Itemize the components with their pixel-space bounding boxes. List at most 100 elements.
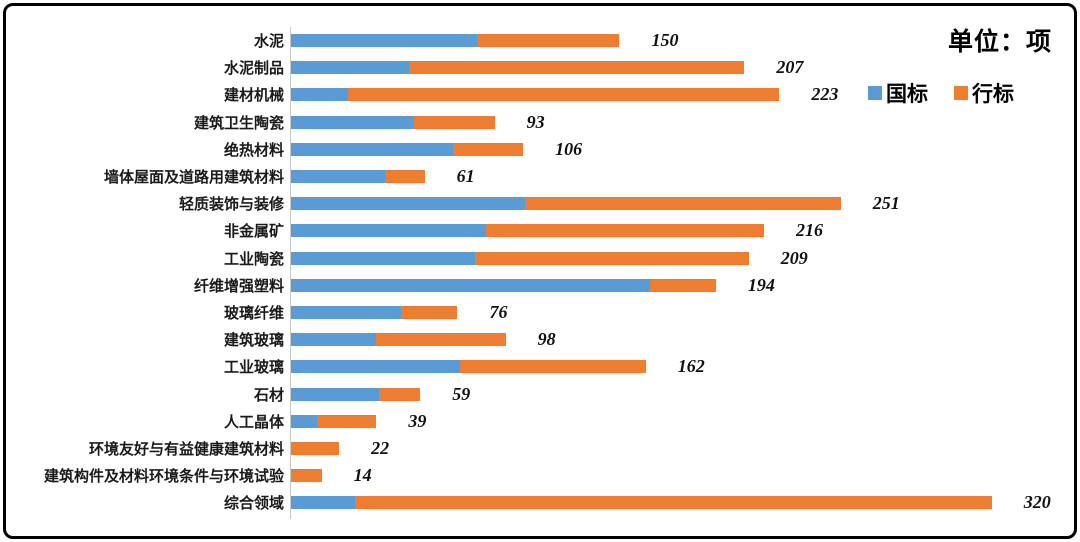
bar-track: 59 [291,384,1074,404]
bar-segment-国标 [291,333,377,347]
bar-segment-国标 [291,387,379,401]
bar-segment-行标 [385,170,425,184]
bar-segment-国标 [291,251,475,265]
table-row: 综合领域 320 [6,489,1074,516]
legend-item-国标: 国标 [868,78,928,108]
legend-item-行标: 行标 [954,78,1014,108]
table-row: 墙体屋面及道路用建筑材料 61 [6,163,1074,190]
value-label: 162 [677,356,705,377]
bar-segment-国标 [291,360,460,374]
value-label: 106 [555,138,583,159]
bar-segment-行标 [400,305,458,319]
unit-label: 单位：项 [947,28,1052,56]
value-label: 320 [1023,492,1051,513]
table-row: 建筑卫生陶瓷 93 [6,109,1074,136]
bar-track: 61 [291,166,1074,186]
table-row: 纤维增强塑料 194 [6,272,1074,299]
value-label: 209 [780,247,808,268]
value-label: 39 [408,410,427,431]
bar-segment-国标 [291,197,526,211]
bar-segment-国标 [291,414,318,428]
value-label: 14 [353,465,372,486]
value-label: 194 [747,274,775,295]
bar-track: 207 [291,57,1074,77]
legend: 国标 行标 [868,78,1014,108]
category-label: 石材 [253,386,284,404]
category-label: 玻璃纤维 [223,304,284,322]
bar-segment-行标 [291,469,322,483]
table-row: 工业陶瓷 209 [6,245,1074,272]
bar-segment-行标 [376,333,506,347]
plot-area: 水泥 150 水泥制品 207 建材机械 223 建筑卫生陶瓷 93 绝热材料 106 墙体屋面及道… [6,27,1074,519]
category-label: 水泥制品 [223,60,284,78]
bar-track: 223 [291,84,1074,104]
bar-track: 22 [291,438,1074,458]
table-row: 建筑构件及材料环境条件与环境试验 14 [6,462,1074,489]
bar-segment-国标 [291,61,410,75]
bar-track: 320 [291,492,1074,512]
category-label: 环境友好与有益健康建筑材料 [88,440,284,458]
bar-segment-行标 [485,224,765,238]
bar-track: 216 [291,220,1074,240]
bar-segment-国标 [291,115,414,129]
category-label: 非金属矿 [223,223,284,241]
category-label: 人工晶体 [223,413,284,431]
value-label: 98 [537,329,556,350]
bar-segment-行标 [354,496,992,510]
legend-swatch-icon [868,86,882,100]
bar-segment-行标 [477,34,620,48]
category-label: 工业陶瓷 [223,250,284,268]
category-label: 建筑玻璃 [223,332,284,350]
value-label: 61 [456,166,475,187]
table-row: 轻质装饰与装修 251 [6,190,1074,217]
bar-segment-行标 [378,387,421,401]
bar-segment-行标 [291,441,340,455]
bar-track: 194 [291,275,1074,295]
table-row: 玻璃纤维 76 [6,299,1074,326]
bar-segment-行标 [409,61,745,75]
bar-segment-行标 [525,197,841,211]
bar-track: 76 [291,302,1074,322]
value-label: 223 [811,84,839,105]
bar-segment-行标 [474,251,749,265]
legend-swatch-icon [954,86,968,100]
table-row: 水泥制品 207 [6,54,1074,81]
value-label: 59 [452,383,471,404]
bar-segment-国标 [291,496,355,510]
table-row: 人工晶体 39 [6,408,1074,435]
bar-track: 98 [291,329,1074,349]
bar-segment-行标 [347,88,780,102]
bar-segment-行标 [413,115,495,129]
table-row: 石材 59 [6,380,1074,407]
y-axis-line [290,27,291,519]
bar-track: 150 [291,30,1074,50]
chart-frame: 单位：项 国标 行标 水泥 150 水泥制品 207 建材机械 223 建筑卫生陶瓷 93 绝热材… [3,3,1077,539]
bar-segment-国标 [291,278,651,292]
bar-segment-行标 [453,142,524,156]
value-label: 150 [651,30,679,51]
table-row: 工业玻璃 162 [6,353,1074,380]
value-label: 216 [796,220,824,241]
value-label: 93 [526,111,545,132]
table-row: 建材机械 223 [6,81,1074,108]
bar-segment-国标 [291,142,454,156]
bar-segment-行标 [459,360,646,374]
category-label: 建材机械 [223,87,284,105]
category-label: 纤维增强塑料 [193,277,284,295]
table-row: 绝热材料 106 [6,136,1074,163]
legend-label: 行标 [972,83,1014,106]
category-label: 建筑卫生陶瓷 [193,114,284,132]
bar-track: 14 [291,465,1074,485]
bar-segment-国标 [291,305,401,319]
category-label: 绝热材料 [223,141,284,159]
category-label: 墙体屋面及道路用建筑材料 [103,169,284,187]
value-label: 207 [776,57,804,78]
bar-track: 39 [291,411,1074,431]
legend-label: 国标 [886,83,928,106]
category-label: 水泥 [253,33,284,51]
category-label: 综合领域 [223,495,284,513]
value-label: 251 [872,193,900,214]
bar-segment-行标 [650,278,716,292]
bar-segment-国标 [291,224,486,238]
table-row: 水泥 150 [6,27,1074,54]
